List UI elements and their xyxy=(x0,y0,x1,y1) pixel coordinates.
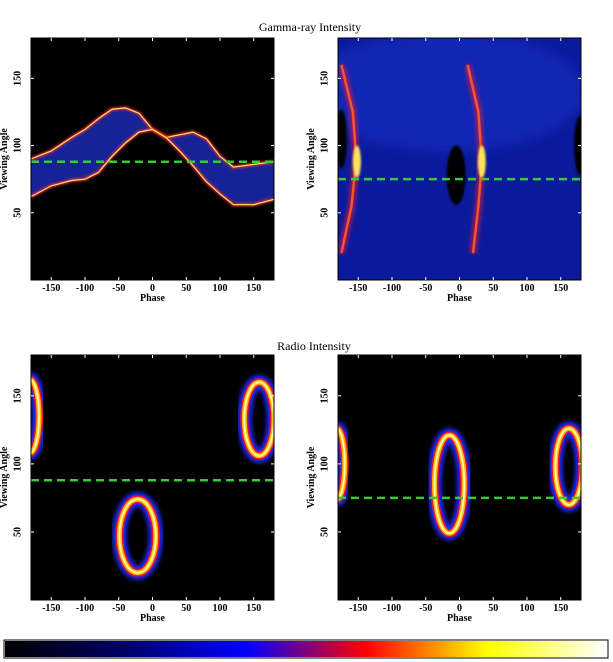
x-axis-label: Phase xyxy=(140,613,166,624)
x-tick-label: -50 xyxy=(112,603,125,614)
dark-region xyxy=(338,109,347,169)
x-axis-label: Phase xyxy=(140,293,166,304)
y-tick-label: 150 xyxy=(12,71,23,86)
gamma-section-title: Gamma-ray Intensity xyxy=(259,20,361,34)
radio-section-title: Radio Intensity xyxy=(277,339,351,353)
x-tick-label: 100 xyxy=(520,283,535,294)
x-tick-label: -100 xyxy=(76,283,94,294)
colorbar xyxy=(3,639,609,659)
x-tick-label: 100 xyxy=(213,283,228,294)
x-axis-label: Phase xyxy=(447,613,473,624)
emission-band xyxy=(31,107,274,205)
x-tick-label: -150 xyxy=(349,603,367,614)
y-tick-label: 100 xyxy=(12,138,23,153)
x-tick-label: 150 xyxy=(246,603,261,614)
y-tick-label: 100 xyxy=(319,456,330,471)
heatmap-content xyxy=(31,106,274,207)
panel-radio-right: -150 -100 -50 0 50 100 150 50 100 150 Phase Viewing… xyxy=(306,354,582,624)
x-tick-label: -50 xyxy=(419,603,432,614)
heatmap-content xyxy=(338,421,581,541)
y-tick-label: 50 xyxy=(319,208,330,218)
panel-gamma-left: -150 -100 -50 0 50 100 150 50 100 150 Phase Viewing… xyxy=(0,37,275,304)
peak-hotspot xyxy=(477,145,486,178)
x-tick-label: -50 xyxy=(112,283,125,294)
x-tick-label: 50 xyxy=(488,603,498,614)
lower-caustic-core xyxy=(31,128,274,206)
x-tick-label: -100 xyxy=(76,603,94,614)
x-tick-label: 150 xyxy=(553,283,568,294)
x-tick-label: -100 xyxy=(383,603,401,614)
y-tick-label: 150 xyxy=(12,388,23,403)
y-tick-label: 50 xyxy=(319,527,330,537)
x-tick-label: 100 xyxy=(213,603,228,614)
radio-ring xyxy=(31,378,41,454)
dark-region xyxy=(446,145,466,205)
y-tick-label: 150 xyxy=(319,388,330,403)
x-tick-label: 50 xyxy=(488,283,498,294)
radio-ring xyxy=(118,498,157,574)
y-tick-label: 100 xyxy=(319,138,330,153)
x-tick-label: -150 xyxy=(42,603,60,614)
y-tick-label: 150 xyxy=(319,71,330,86)
peak-hotspot xyxy=(352,145,361,178)
x-tick-label: 0 xyxy=(457,283,462,294)
x-tick-label: 100 xyxy=(520,603,535,614)
x-tick-label: 150 xyxy=(553,603,568,614)
emission-band-inner xyxy=(31,107,274,205)
x-tick-label: -150 xyxy=(349,283,367,294)
panel-gamma-right: -150 -100 -50 0 50 100 150 50 100 150 Phase Viewing… xyxy=(306,37,582,304)
colorbar-gradient xyxy=(5,641,607,657)
x-tick-label: -50 xyxy=(419,283,432,294)
y-tick-label: 100 xyxy=(12,456,23,471)
x-tick-label: -100 xyxy=(383,283,401,294)
radio-ring xyxy=(554,427,581,506)
diffuse-glow xyxy=(338,38,581,152)
y-tick-label: 50 xyxy=(12,527,23,537)
y-axis-label: Viewing Angle xyxy=(0,128,10,190)
y-axis-label: Viewing Angle xyxy=(306,128,317,190)
x-tick-label: 0 xyxy=(457,603,462,614)
heatmap-content xyxy=(338,38,581,280)
heatmap-content xyxy=(31,372,274,580)
x-axis-label: Phase xyxy=(447,293,473,304)
x-tick-label: -150 xyxy=(42,283,60,294)
x-tick-label: 50 xyxy=(181,283,191,294)
dark-region xyxy=(574,115,581,176)
x-tick-label: 0 xyxy=(150,283,155,294)
panel-radio-left: -150 -100 -50 0 50 100 150 50 100 150 Phase Viewing… xyxy=(0,354,275,624)
x-tick-label: 50 xyxy=(181,603,191,614)
x-tick-label: 150 xyxy=(246,283,261,294)
y-axis-label: Viewing Angle xyxy=(306,446,317,508)
y-axis-label: Viewing Angle xyxy=(0,446,10,508)
y-tick-label: 50 xyxy=(12,208,23,218)
radio-ring xyxy=(433,434,466,535)
radio-ring xyxy=(338,427,346,500)
x-tick-label: 0 xyxy=(150,603,155,614)
